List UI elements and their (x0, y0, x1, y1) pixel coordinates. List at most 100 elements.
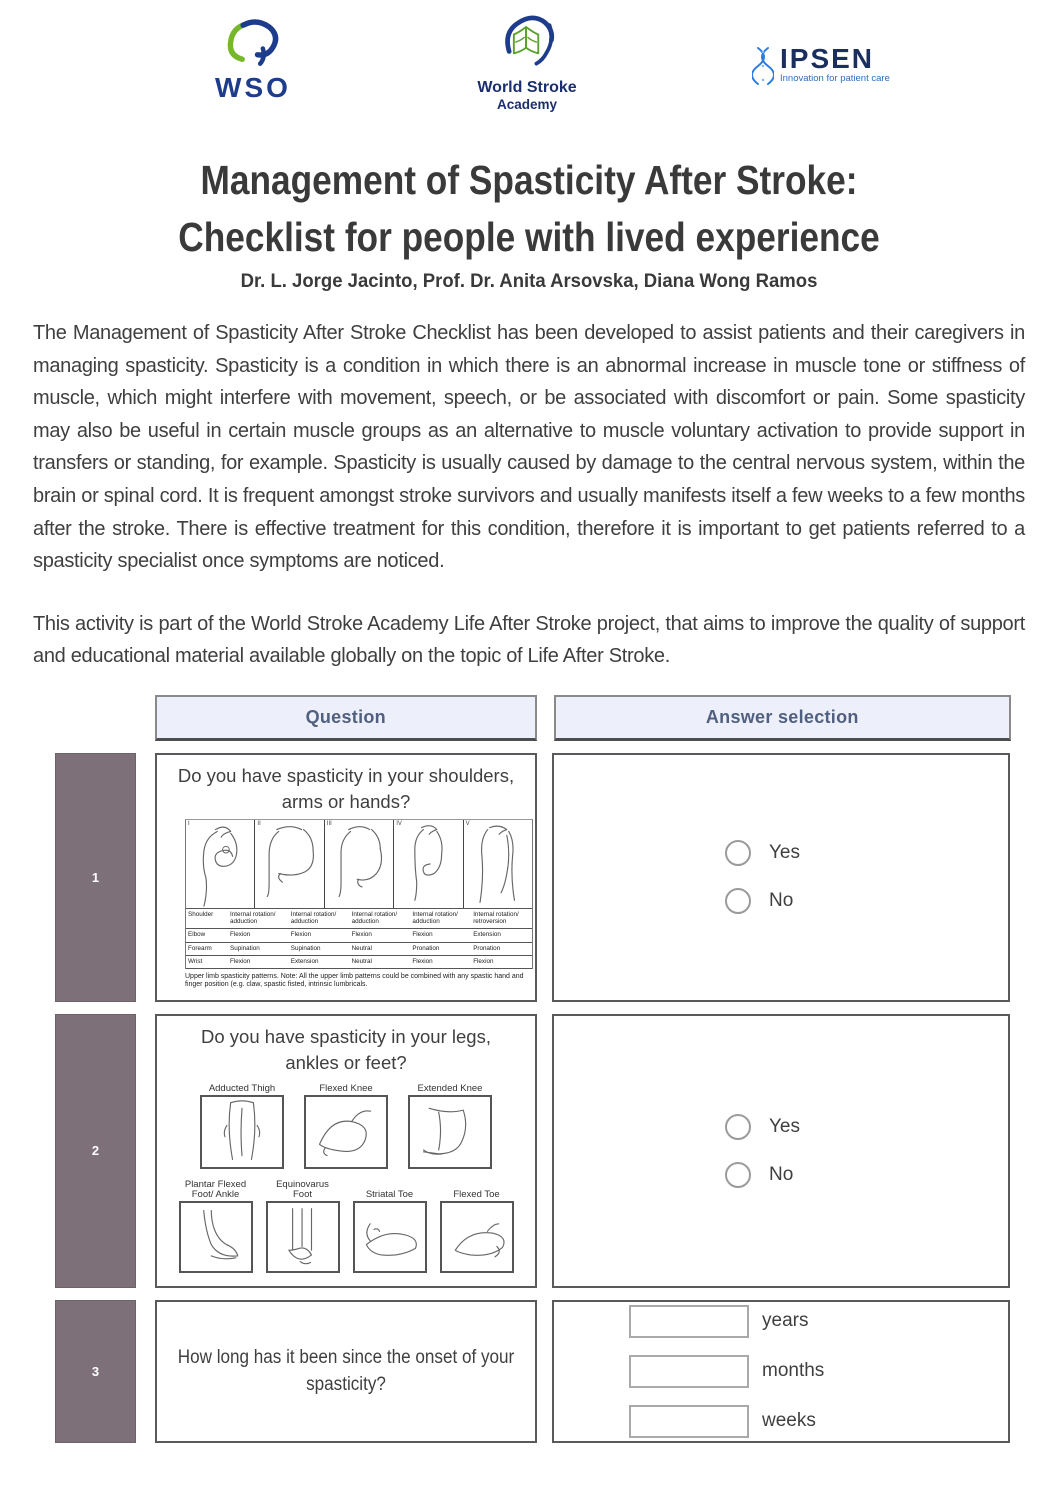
pattern-cell: Internal rotation/ adduction (410, 908, 472, 930)
question-text-1: Do you have spasticity in your shoulders… (177, 764, 515, 812)
wsa-logo-text-line1: World Stroke (477, 79, 577, 96)
table-header-row: Question Answer selection (155, 694, 1011, 741)
pattern-numeral: IV (396, 820, 402, 827)
radio-option-no[interactable]: No (725, 888, 837, 915)
duration-input-row: months (629, 1354, 1008, 1388)
pattern-cell: Flexion (228, 928, 289, 943)
world-stroke-academy-icon (505, 15, 555, 66)
pattern-cell: Internal rotation/ retroversion (471, 908, 532, 930)
pattern-cell: Extension (288, 955, 350, 969)
upper-limb-pattern-sketch: III (323, 819, 393, 908)
duration-input-label: weeks (762, 1410, 816, 1432)
radio-option-no[interactable]: No (725, 1161, 837, 1188)
duration-input-label: years (762, 1310, 809, 1332)
table-row: 2 Do you have spasticity in your legs, a… (55, 1013, 1011, 1288)
leg-patterns-top-row: Adducted Thigh Flexed Knee Extended Knee (157, 1082, 535, 1169)
leg-pattern-label: Equinovarus Foot (276, 1178, 329, 1201)
world-stroke-academy-logo: World Stroke Academy (462, 12, 592, 112)
radio-option-yes[interactable]: Yes (725, 1113, 837, 1140)
leg-pattern-figure-flexed-toe: Flexed Toe (439, 1177, 514, 1273)
row-number-badge: 3 (55, 1299, 136, 1443)
leg-pattern-label: Plantar Flexed Foot/ Ankle (184, 1178, 247, 1201)
answer-cell-1: Yes No (552, 752, 1010, 1002)
pattern-numeral: I (188, 820, 190, 827)
upper-limb-pattern-sketch: II (254, 819, 323, 908)
duration-input-row: years (629, 1304, 1008, 1338)
wso-logo: WSO (208, 18, 298, 102)
pattern-cell: Internal rotation/ adduction (288, 908, 350, 930)
pattern-cell: Flexion (410, 955, 472, 969)
upper-limb-patterns-figure: I II III IV (185, 818, 533, 990)
pattern-cell: Flexion (410, 928, 472, 943)
logo-row: WSO World Stroke Academy IPSEN Inn (0, 0, 1058, 130)
intro-paragraph-2: This activity is part of the World Strok… (33, 612, 1025, 668)
duration-input-label: months (762, 1360, 825, 1382)
upper-limb-pattern-table: Shoulder Internal rotation/ adduction In… (186, 908, 532, 969)
leg-pattern-label: Adducted Thigh (208, 1083, 276, 1095)
pattern-cell: Flexion (349, 928, 411, 943)
pattern-cell: Neutral (349, 942, 411, 956)
pattern-cell: Flexion (471, 955, 532, 969)
months-input[interactable] (629, 1354, 749, 1388)
title-block: Management of Spasticity After Stroke: C… (0, 152, 1058, 266)
radio-option-yes[interactable]: Yes (725, 840, 837, 867)
yes-no-radio-group: Yes No (725, 840, 837, 915)
pattern-cell: Supination (288, 942, 350, 956)
ipsen-logo: IPSEN Innovation for patient care (752, 45, 890, 86)
radio-circle-icon[interactable] (725, 888, 751, 915)
radio-circle-icon[interactable] (725, 840, 751, 867)
answer-cell-2: Yes No (552, 1013, 1010, 1288)
radio-circle-icon[interactable] (725, 1161, 751, 1188)
pattern-row-header: Shoulder (186, 908, 228, 930)
question-text-3: How long has it been since the onset of … (177, 1347, 515, 1396)
wsa-logo-text-line2: Academy (496, 97, 558, 112)
radio-circle-icon[interactable] (725, 1113, 751, 1140)
years-input[interactable] (629, 1304, 749, 1338)
page-title-line1: Management of Spasticity After Stroke: (200, 157, 858, 203)
leg-pattern-figure-plantar-flexed: Plantar Flexed Foot/ Ankle (178, 1177, 253, 1273)
duration-input-row: weeks (629, 1404, 1008, 1438)
authors-line: Dr. L. Jorge Jacinto, Prof. Dr. Anita Ar… (240, 270, 818, 292)
leg-pattern-figure-extended-knee: Extended Knee (408, 1082, 492, 1169)
pattern-cell: Pronation (410, 942, 472, 956)
wso-brain-icon (227, 19, 279, 66)
pattern-cell: Extension (471, 928, 532, 943)
page-title-line2: Checklist for people with lived experien… (178, 214, 880, 260)
upper-limb-panels: I II III IV (186, 819, 532, 909)
answer-column-header: Answer selection (553, 694, 1011, 741)
pattern-cell: Supination (228, 942, 289, 956)
radio-option-label: No (769, 1163, 794, 1185)
row-number-badge: 1 (55, 752, 136, 1002)
upper-limb-pattern-sketch: IV (393, 819, 462, 908)
figure-caption: Upper limb spasticity patterns. Note: Al… (185, 972, 524, 989)
question-cell-3: How long has it been since the onset of … (155, 1299, 537, 1443)
duration-inputs-group: years months weeks (554, 1302, 1008, 1441)
weeks-input[interactable] (629, 1404, 749, 1438)
answer-cell-3: years months weeks (552, 1299, 1010, 1443)
intro-paragraph-1: The Management of Spasticity After Strok… (33, 322, 1025, 573)
radio-option-label: Yes (769, 842, 800, 864)
pattern-cell: Neutral (349, 955, 411, 969)
pattern-cell: Flexion (288, 928, 350, 943)
ipsen-logo-textblock: IPSEN Innovation for patient care (780, 45, 890, 85)
pattern-cell: Pronation (471, 942, 532, 956)
leg-pattern-label: Flexed Toe (453, 1189, 500, 1201)
pattern-row-header: Elbow (186, 928, 228, 943)
question-text-2: Do you have spasticity in your legs, ank… (201, 1025, 491, 1073)
leg-patterns-bottom-row: Plantar Flexed Foot/ Ankle Equinovarus F… (157, 1177, 535, 1273)
ipsen-helix-icon (752, 47, 774, 85)
leg-pattern-figure-striatal-toe: Striatal Toe (352, 1177, 427, 1273)
checklist-table: Question Answer selection 1 Do you have … (55, 694, 1011, 1443)
radio-option-label: No (769, 890, 794, 912)
radio-option-label: Yes (769, 1115, 800, 1137)
leg-pattern-label: Striatal Toe (365, 1189, 414, 1201)
question-column-header: Question (155, 694, 537, 741)
table-row: 1 Do you have spasticity in your shoulde… (55, 752, 1011, 1002)
table-row: 3 How long has it been since the onset o… (55, 1299, 1011, 1443)
pattern-numeral: II (257, 820, 261, 827)
question-cell-1: Do you have spasticity in your shoulders… (155, 752, 537, 1002)
leg-pattern-figure-flexed-knee: Flexed Knee (304, 1082, 388, 1169)
pattern-row-header: Forearm (186, 942, 228, 956)
yes-no-radio-group: Yes No (725, 1113, 837, 1188)
